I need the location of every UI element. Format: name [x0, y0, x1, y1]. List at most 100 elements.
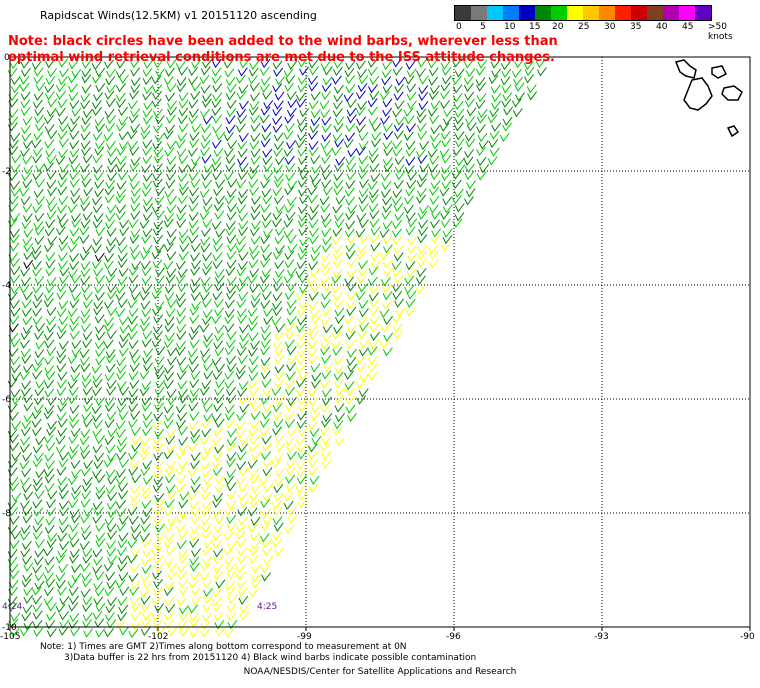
wind-barb — [22, 572, 33, 583]
wind-barb — [274, 546, 285, 557]
wind-barb — [284, 412, 295, 422]
wind-barb — [188, 171, 199, 181]
wind-barb — [163, 419, 174, 429]
wind-barb — [190, 476, 201, 486]
wind-barb — [320, 346, 330, 356]
wind-barb — [225, 266, 236, 277]
map-title: Rapidscat Winds(12.5KM) v1 20151120 asce… — [40, 9, 317, 22]
footnote-line: Note: 1) Times are GMT 2)Times along bot… — [40, 642, 407, 652]
wind-barb — [57, 418, 68, 428]
wind-barb — [250, 516, 261, 527]
wind-barb — [71, 291, 82, 302]
wind-barb — [248, 259, 259, 269]
wind-barb — [119, 515, 129, 525]
wind-barb — [248, 372, 259, 382]
wind-barb — [283, 147, 294, 157]
wind-barb — [118, 555, 129, 565]
wind-barb — [175, 274, 186, 284]
wind-barb — [176, 148, 187, 158]
wind-barb — [225, 564, 236, 574]
wind-barb — [92, 514, 103, 524]
wind-barb — [116, 619, 126, 629]
wind-barb — [395, 171, 406, 181]
wind-barb — [260, 203, 271, 213]
wind-barb — [287, 60, 298, 71]
wind-barb — [104, 90, 115, 100]
legend-label: 5 — [480, 22, 486, 32]
wind-barb — [307, 324, 318, 335]
wind-barb — [105, 354, 116, 364]
wind-barb — [32, 619, 43, 630]
wind-barb — [188, 420, 199, 430]
wind-barb — [81, 572, 92, 582]
wind-barb — [201, 171, 211, 181]
wind-barb — [7, 378, 18, 388]
wind-barb — [131, 474, 142, 484]
wind-barb — [368, 266, 379, 276]
wind-barb — [57, 586, 67, 596]
wind-barb — [322, 396, 332, 406]
wind-barb — [189, 532, 200, 542]
wind-barb — [117, 258, 128, 269]
wind-barb — [116, 468, 126, 479]
wind-barb — [105, 220, 115, 230]
wind-barb — [212, 508, 222, 518]
wind-barb — [249, 164, 260, 174]
wind-barb — [226, 458, 237, 468]
wind-barb — [83, 403, 93, 413]
wind-barb — [441, 164, 451, 175]
wind-barb — [178, 549, 189, 559]
wind-barb — [19, 75, 30, 85]
wind-barb — [213, 187, 224, 197]
wind-barb — [167, 347, 177, 357]
wind-barb — [439, 122, 450, 132]
wind-barb — [141, 275, 152, 285]
wind-barb — [71, 469, 81, 479]
wind-barb — [105, 349, 116, 359]
wind-barb — [297, 331, 308, 341]
wind-barb — [249, 435, 260, 446]
wind-barb — [68, 586, 79, 597]
wind-barb — [260, 395, 270, 405]
wind-barb — [11, 530, 22, 540]
wind-barb — [164, 532, 175, 543]
wind-barb — [260, 106, 271, 116]
wind-barb — [203, 594, 214, 605]
wind-barb — [405, 261, 416, 271]
wind-barb — [104, 194, 115, 204]
wind-barb — [260, 362, 271, 373]
wind-barb — [35, 340, 46, 350]
wind-barb — [131, 426, 142, 436]
wind-barb — [322, 413, 333, 423]
wind-barb — [200, 108, 210, 119]
wind-barb — [189, 411, 200, 421]
wind-barb — [200, 276, 211, 287]
wind-barb — [226, 500, 237, 510]
wind-barb — [117, 397, 128, 407]
wind-barb — [272, 538, 282, 548]
wind-barb — [321, 132, 332, 142]
wind-barb — [44, 339, 55, 349]
wind-barb — [141, 234, 152, 244]
wind-barb — [237, 115, 248, 125]
wind-barb — [106, 619, 117, 629]
wind-barb — [285, 163, 296, 173]
wind-barb — [321, 123, 332, 133]
wind-barb — [116, 162, 126, 172]
wind-barb — [251, 579, 262, 589]
wind-barb — [69, 178, 80, 188]
wind-barb — [22, 325, 33, 335]
legend-swatch — [663, 6, 679, 20]
wind-barb — [34, 107, 45, 117]
wind-barb — [418, 172, 429, 182]
wind-barb — [164, 371, 174, 382]
wind-barb — [44, 124, 55, 134]
wind-barb — [116, 122, 127, 132]
wind-barb — [320, 299, 331, 309]
wind-barb — [154, 603, 165, 613]
wind-barb — [261, 331, 272, 342]
wind-barb — [164, 212, 175, 223]
wind-barb — [177, 620, 188, 630]
wind-barb — [7, 596, 18, 606]
wind-barb — [428, 67, 439, 77]
